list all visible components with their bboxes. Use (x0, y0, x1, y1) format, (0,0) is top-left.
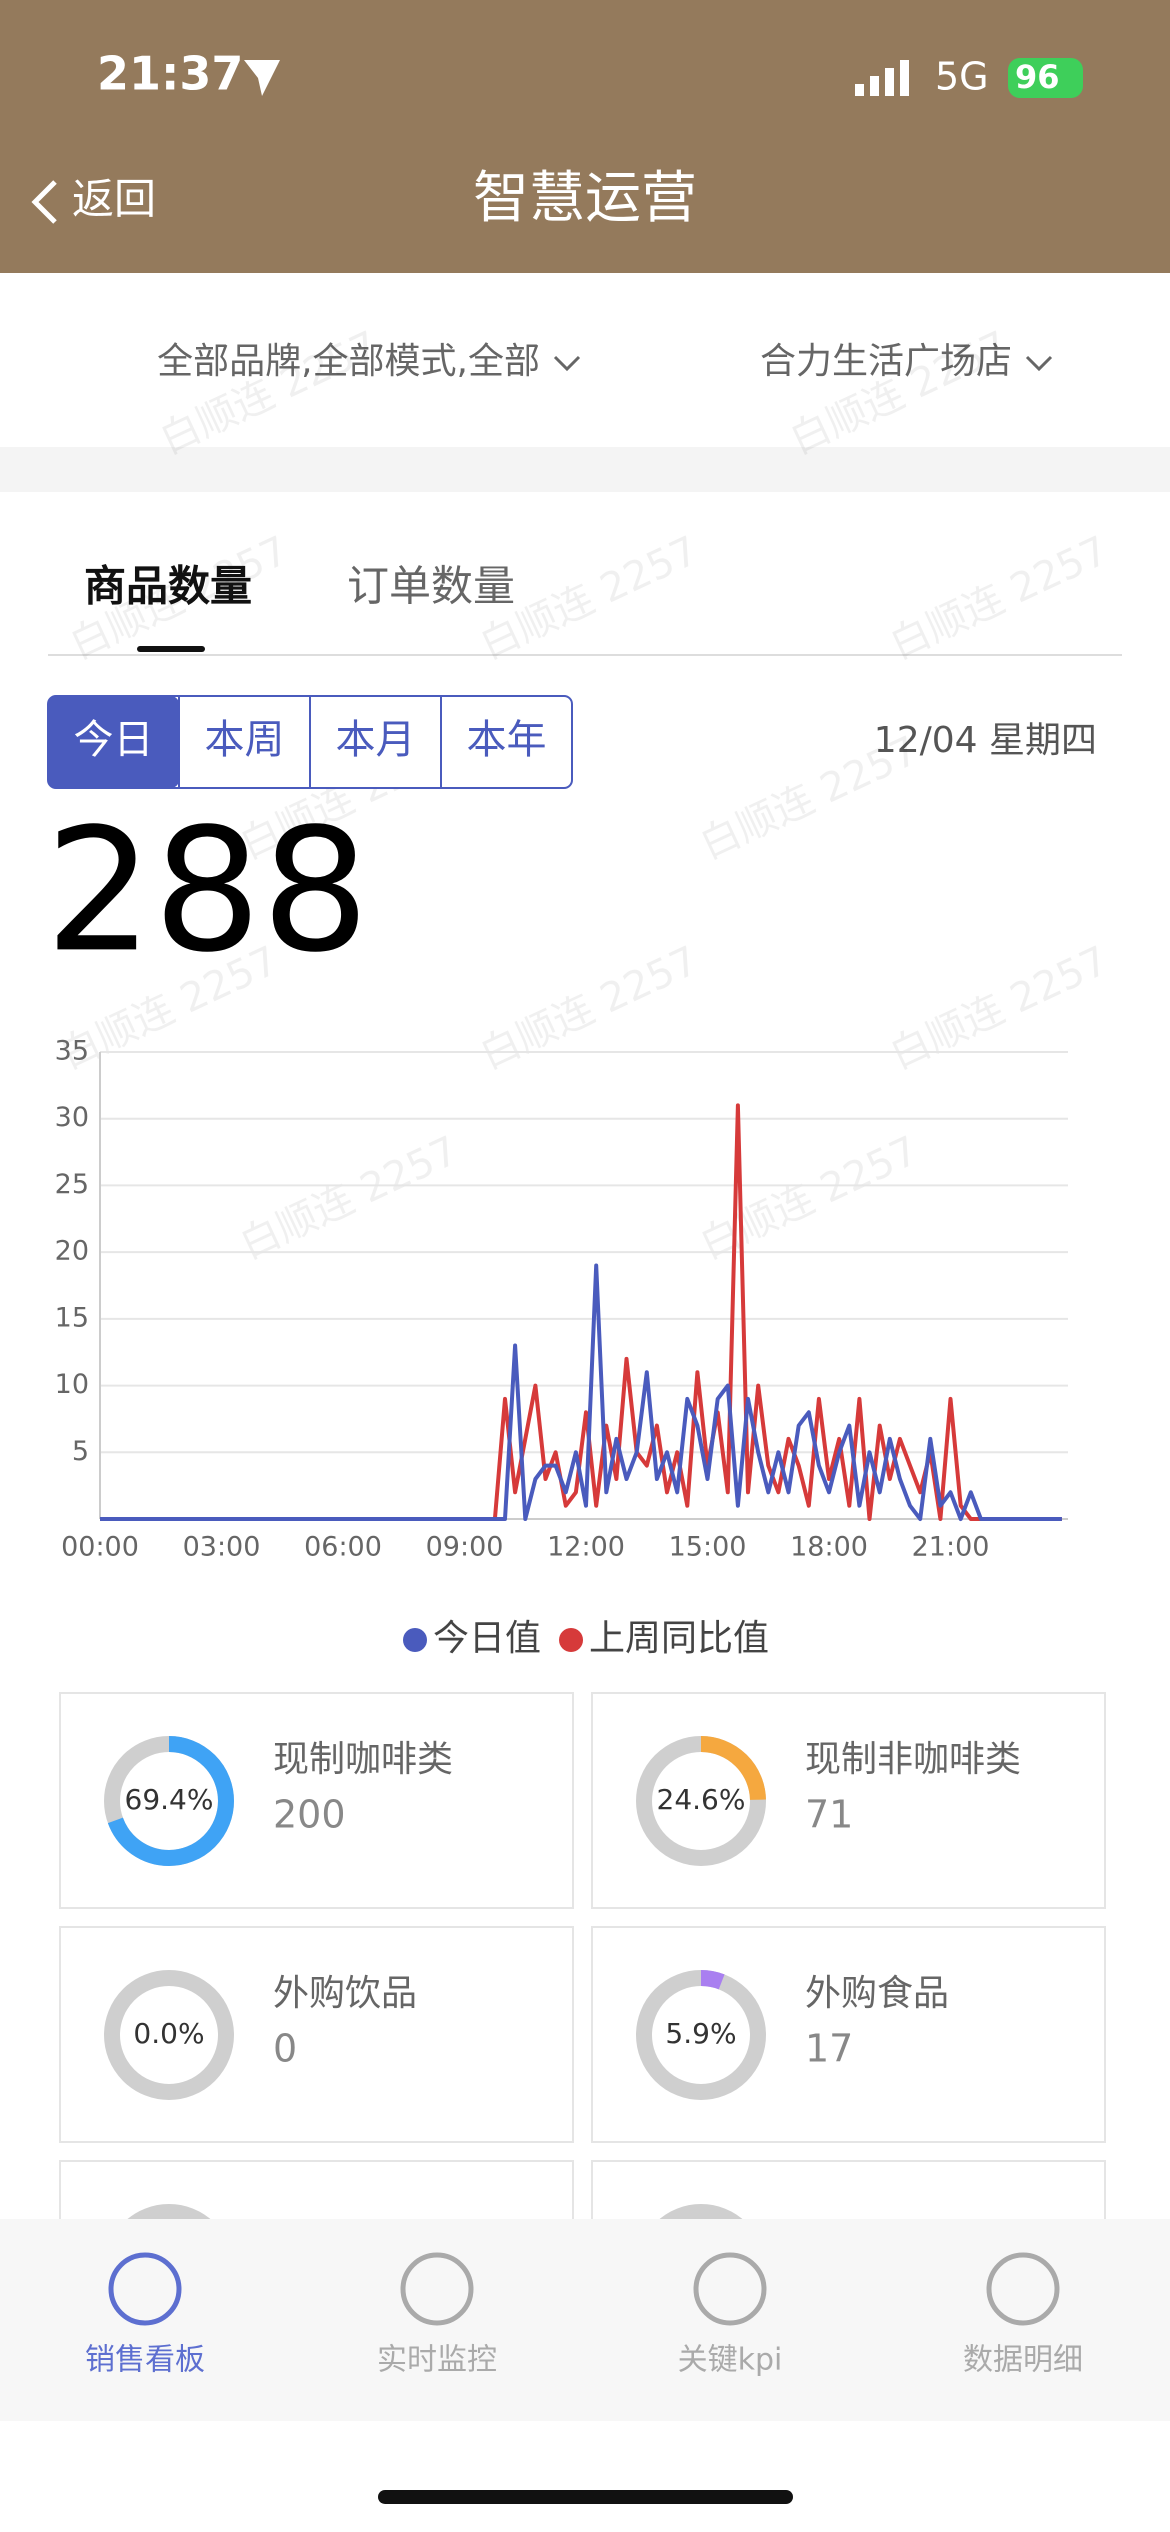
nav-icon[interactable] (986, 2252, 1060, 2326)
nav-label[interactable]: 实时监控 (377, 2343, 497, 2378)
home-area (0, 2421, 1170, 2532)
x-tick-label: 18:00 (790, 1532, 868, 1563)
network: 5G (935, 55, 989, 99)
card-value: 0 (273, 2027, 297, 2071)
filter[interactable]: 合力生活广场店 (760, 341, 1012, 382)
tab[interactable]: 商品数量 (84, 562, 252, 611)
card-label: 外购食品 (805, 1973, 949, 2014)
legend-label: 上周同比值 (589, 1618, 769, 1659)
battery (1008, 58, 1083, 98)
watermark: 白顺连 2257 (883, 938, 1115, 1079)
y-tick-label: 5 (72, 1436, 89, 1467)
x-tick-label: 03:00 (183, 1532, 261, 1563)
watermark: 白顺连 2257 (883, 528, 1115, 669)
card-value: 71 (805, 1793, 853, 1837)
y-tick-label: 25 (55, 1169, 89, 1200)
location-icon (244, 60, 280, 96)
tab-indicator (137, 646, 205, 652)
card-value: 17 (805, 2027, 853, 2071)
tab[interactable]: 订单数量 (347, 562, 515, 611)
ring-label: 5.9% (665, 2017, 736, 2050)
date: 12/04 星期四 (874, 720, 1097, 761)
tab-bar (0, 2219, 1170, 2421)
x-tick-label: 12:00 (547, 1532, 625, 1563)
ring-label: 24.6% (657, 1783, 746, 1816)
period[interactable]: 本年 (467, 717, 547, 763)
card[interactable] (591, 1926, 1106, 2143)
card-value: 200 (273, 1793, 346, 1837)
chevron (1025, 355, 1053, 372)
watermark: 白顺连 2257 (693, 728, 925, 869)
card-label: 外购饮品 (273, 1973, 417, 2014)
card-label: 现制非咖啡类 (805, 1739, 1021, 1780)
period[interactable]: 今日 (74, 717, 154, 763)
period-active (48, 696, 179, 788)
time: 21:37 (97, 47, 243, 101)
nav-icon[interactable] (400, 2252, 474, 2326)
card-label: 现制咖啡类 (273, 1739, 453, 1780)
watermark: 白顺连 2257 (473, 938, 705, 1079)
ring-label: 0.0% (133, 2017, 204, 2050)
series-line (100, 1263, 1062, 1521)
card[interactable] (591, 1692, 1106, 1909)
y-tick-label: 30 (55, 1102, 89, 1133)
gap (0, 447, 1170, 492)
x-tick-label: 15:00 (669, 1532, 747, 1563)
y-tick-label: 20 (55, 1236, 89, 1267)
title: 智慧运营 (473, 166, 697, 231)
signal (855, 60, 909, 96)
y-tick-label: 15 (55, 1302, 89, 1333)
home-indicator (378, 2490, 793, 2504)
legend-dot (559, 1628, 584, 1652)
nav-icon[interactable] (693, 2252, 767, 2326)
y-tick-label: 10 (55, 1369, 89, 1400)
chevron (553, 355, 581, 372)
filter[interactable]: 全部品牌,全部模式,全部 (157, 341, 540, 382)
period[interactable]: 本周 (205, 717, 285, 763)
back-icon[interactable] (31, 180, 57, 224)
ring-arc (104, 1736, 234, 1866)
nav-label[interactable]: 销售看板 (85, 2343, 205, 2378)
period[interactable]: 本月 (336, 717, 416, 763)
nav-label[interactable]: 关键kpi (678, 2343, 783, 2378)
ring-arc (636, 1970, 766, 2100)
total: 288 (45, 792, 369, 990)
ring-base (104, 1970, 234, 2100)
x-tick-label: 21:00 (912, 1532, 990, 1563)
back[interactable]: 返回 (72, 175, 156, 224)
battery-level: 96 (1015, 58, 1060, 96)
nav-icon[interactable] (108, 2252, 182, 2326)
header-bg (0, 0, 1170, 273)
x-tick-label: 00:00 (61, 1532, 139, 1563)
legend-label: 今日值 (433, 1618, 541, 1659)
watermark: 白顺连 2257 (233, 1128, 465, 1269)
legend-dot (403, 1628, 427, 1652)
card[interactable] (59, 1926, 574, 2143)
x-tick-label: 09:00 (426, 1532, 504, 1563)
nav-label[interactable]: 数据明细 (963, 2343, 1083, 2378)
watermark: 白顺连 2257 (693, 1128, 925, 1269)
y-tick-label: 35 (55, 1036, 89, 1067)
ring-arc (636, 1736, 766, 1866)
ring-label: 69.4% (125, 1783, 214, 1816)
x-tick-label: 06:00 (304, 1532, 382, 1563)
card[interactable] (59, 1692, 574, 1909)
